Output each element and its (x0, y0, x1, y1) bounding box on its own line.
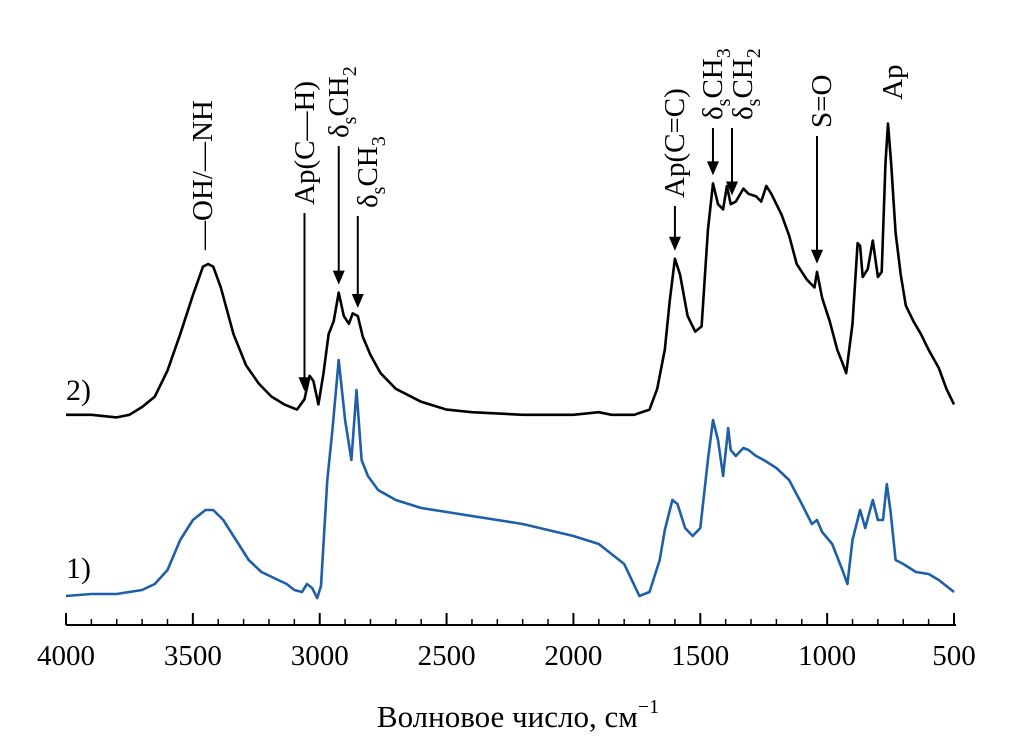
annotation-label: —OH/—NH (187, 100, 219, 251)
annotation-label: δsCH2 (727, 48, 765, 120)
series-labels: 1) 2) (66, 374, 91, 585)
annotation-7: S=O (806, 75, 838, 264)
x-tick-label: 1000 (798, 640, 856, 672)
annotation-8: Ар (877, 65, 909, 100)
annotation-arrow-head (726, 181, 738, 196)
annotation-arrow-head (810, 249, 823, 264)
annotation-label: δsCH3 (352, 136, 390, 208)
x-tick-label: 2500 (418, 640, 476, 672)
series-label: 2) (66, 374, 91, 407)
annotation-label: Ар (877, 65, 909, 100)
annotation-0: —OH/—NH (187, 100, 219, 251)
annotation-6: δsCH2 (726, 48, 765, 196)
x-tick-label: 4000 (37, 640, 95, 672)
series-group (65, 122, 956, 600)
x-tick-label: 2000 (544, 640, 602, 672)
annotation-label: Ар(С—Н) (289, 81, 321, 205)
annotation-label: δsCH3 (697, 48, 735, 120)
annotation-label: S=O (806, 75, 838, 128)
annotation-arrow-head (668, 236, 681, 251)
x-axis: 4000 3500 3000 2500 2000 1500 1000 500 (37, 613, 976, 672)
annotation-label: δsCH2 (323, 66, 361, 138)
series-line-1 (65, 358, 955, 600)
annotation-arrow-head (351, 294, 364, 308)
x-tick-label: 3500 (164, 640, 222, 672)
annotation-label: Ар(С=С) (659, 88, 691, 198)
annotation-3: δsCH3 (351, 136, 390, 308)
x-tick-label: 1500 (671, 640, 729, 672)
annotation-1: Ар(С—Н) (289, 81, 321, 392)
annotation-5: δsCH3 (697, 48, 735, 176)
x-tick-label: 500 (932, 640, 976, 672)
annotation-arrow-head (706, 161, 719, 176)
annotation-2: δsCH2 (323, 66, 361, 285)
x-tick-label: 3000 (291, 640, 349, 672)
x-axis-title: Волновое число, см−1 (377, 696, 659, 734)
series-line-2 (66, 122, 956, 419)
annotation-arrow-head (298, 377, 311, 392)
annotation-arrow-head (332, 270, 345, 285)
series-label: 1) (66, 552, 91, 585)
annotation-4: Ар(С=С) (659, 88, 691, 251)
